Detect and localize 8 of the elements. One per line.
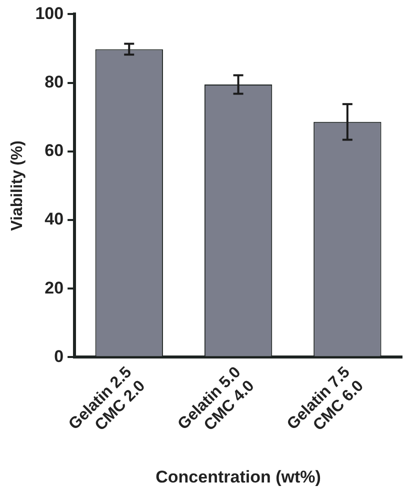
y-tick-label: 100 [35,4,64,23]
y-tick-label: 20 [44,278,64,298]
x-axis-title: Concentration (wt%) [156,467,321,486]
y-tick-label: 60 [44,141,64,160]
y-tick-label: 0 [54,346,64,366]
y-axis-title: Viability (%) [9,140,26,231]
y-tick-label: 40 [44,210,64,229]
y-tick-label: 80 [44,72,64,92]
